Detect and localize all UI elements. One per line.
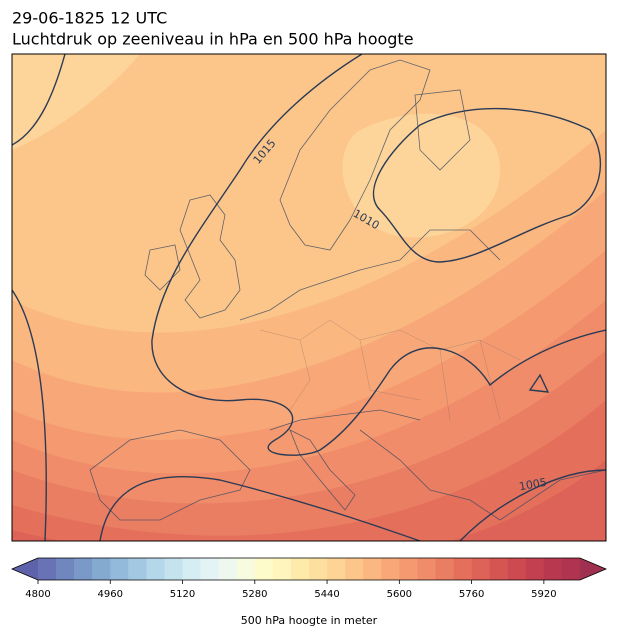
colorbar-segment (92, 558, 111, 580)
coastline (289, 429, 356, 511)
contour-label: 1005 (518, 476, 548, 494)
coastline (279, 59, 431, 251)
colorbar-segment (543, 558, 563, 580)
colorbar-segment (272, 558, 292, 580)
coastline (89, 429, 251, 521)
colorbar-tick-label: 4960 (98, 589, 123, 600)
colorbar-tick-label: 5600 (387, 589, 412, 600)
colorbar-segment (561, 558, 581, 580)
colorbar-extend (580, 558, 606, 580)
colorbar-segment (417, 558, 436, 580)
band (342, 113, 500, 238)
colorbar-segment (182, 558, 201, 580)
colorbar-segment (399, 558, 418, 580)
colorbar-segment (507, 558, 527, 580)
colorbar-segment (74, 558, 93, 580)
colorbar-segment (164, 558, 183, 580)
colorbar: 4800 4960 5120 5280 5440 5600 5760 5920 (10, 557, 608, 600)
colorbar-segment (381, 558, 400, 580)
colorbar-outline (10, 557, 608, 581)
map-frame (11, 53, 607, 542)
band (12, 54, 140, 150)
colorbar-tick-label: 5440 (314, 589, 339, 600)
colorbar-segment (290, 558, 310, 580)
band (12, 400, 606, 541)
colorbar-segment (309, 558, 328, 580)
coastline (414, 89, 471, 171)
colorbar-segment (453, 558, 472, 580)
colorbar-segment (254, 558, 274, 580)
colorbar-segment (218, 558, 238, 580)
colorbar-segment (56, 558, 75, 580)
colorbar-segment (471, 558, 490, 580)
coastline (239, 229, 501, 321)
colorbar-segment (363, 558, 382, 580)
isobar (459, 469, 606, 541)
band (12, 460, 606, 541)
colorbar-segment (435, 558, 454, 580)
colorbar-tick-label: 5760 (459, 589, 484, 600)
colorbar-segment (110, 558, 129, 580)
colorbar-segment (38, 558, 57, 580)
colorbar-segment (128, 558, 147, 580)
colorbar-segment (327, 558, 346, 580)
isobar (373, 107, 602, 263)
colorbar-segment (525, 558, 545, 580)
coastline (269, 409, 421, 431)
coastline (179, 194, 241, 319)
isobar (151, 54, 606, 456)
colorbar-tick-label: 5920 (531, 589, 556, 600)
colorbar-segment (200, 558, 219, 580)
colorbar-tick-label: 5120 (170, 589, 195, 600)
colorbar-tick-label: 4800 (25, 589, 50, 600)
isobar (528, 373, 550, 393)
coastline (359, 429, 606, 521)
colorbar-segment (489, 558, 509, 580)
border (259, 319, 521, 421)
colorbar-segment (236, 558, 256, 580)
colorbar-segment (345, 558, 364, 580)
colorbar-label: 500 hPa hoogte in meter (241, 614, 378, 627)
subtitle: Luchtdruk op zeeniveau in hPa en 500 hPa… (12, 30, 414, 49)
colorbar-extend (12, 558, 38, 580)
isobar (12, 289, 47, 541)
title: 29-06-1825 12 UTC (12, 9, 167, 28)
isobar (12, 54, 66, 146)
colorbar-segment (146, 558, 165, 580)
isobar (99, 475, 421, 541)
colorbar-tick-label: 5280 (242, 589, 267, 600)
map (12, 54, 606, 541)
